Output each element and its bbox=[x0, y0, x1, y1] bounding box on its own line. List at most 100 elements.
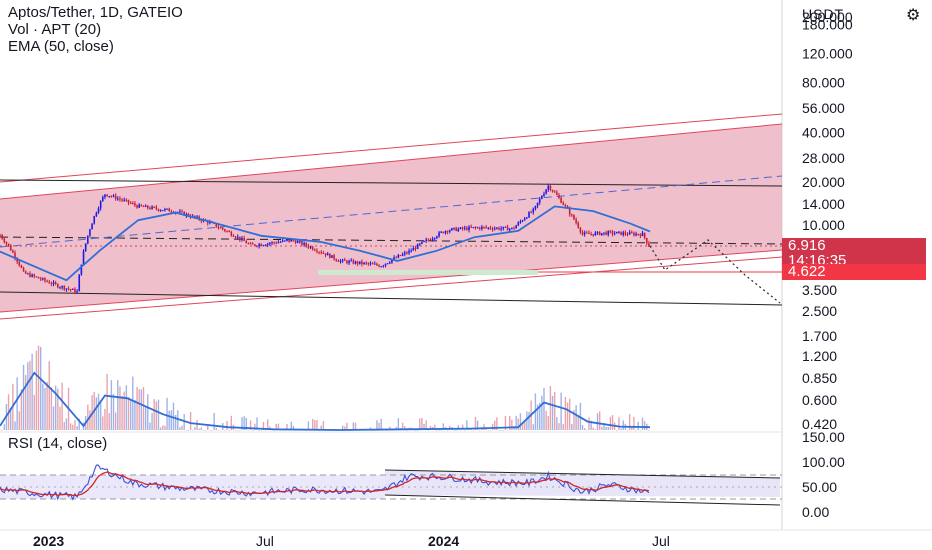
volume-tick-label: 1.200 bbox=[802, 348, 837, 364]
candle-body bbox=[281, 240, 284, 242]
candle-body bbox=[440, 231, 442, 233]
volume-ma-line bbox=[0, 371, 651, 431]
currency-label[interactable]: USDT bbox=[802, 6, 845, 22]
volume-bar bbox=[496, 417, 498, 430]
candle-body bbox=[637, 233, 640, 235]
candle-body bbox=[532, 208, 535, 213]
volume-bar bbox=[3, 424, 5, 430]
volume-bar bbox=[517, 418, 519, 430]
volume-bar bbox=[99, 400, 102, 430]
time-tick-label: Jul bbox=[256, 533, 274, 549]
volume-bar bbox=[108, 412, 110, 430]
volume-bar bbox=[562, 424, 564, 430]
volume-bar bbox=[125, 385, 128, 430]
candle-body bbox=[157, 209, 160, 211]
volume-bar bbox=[224, 430, 226, 431]
candle-body bbox=[406, 252, 408, 254]
ema-legend[interactable]: EMA (50, close) bbox=[8, 38, 114, 55]
volume-bar bbox=[155, 401, 158, 430]
volume-bar bbox=[643, 421, 646, 430]
candle-body bbox=[626, 234, 629, 236]
candle-body bbox=[14, 252, 16, 259]
volume-bar bbox=[436, 430, 438, 431]
volume-bar bbox=[140, 389, 143, 430]
candle-body bbox=[367, 263, 370, 265]
candle-body bbox=[67, 288, 70, 290]
candle-body bbox=[93, 216, 96, 224]
candle-body bbox=[46, 280, 48, 282]
volume-bar bbox=[241, 417, 243, 430]
volume-bar bbox=[547, 416, 549, 430]
rsi-tick-label: 100.00 bbox=[802, 454, 845, 470]
rsi-ma-line bbox=[0, 471, 650, 497]
volume-bar bbox=[110, 380, 113, 430]
volume-bar bbox=[202, 430, 205, 431]
volume-bar bbox=[551, 395, 554, 430]
volume-bar bbox=[416, 430, 419, 431]
rsi-tick-label: 150.00 bbox=[802, 429, 845, 445]
candle-body bbox=[571, 214, 573, 216]
candle-body bbox=[309, 246, 312, 248]
volume-bar bbox=[631, 427, 633, 430]
candle-body bbox=[395, 257, 398, 259]
candle-body bbox=[534, 205, 537, 209]
candle-body bbox=[256, 245, 258, 247]
gear-icon[interactable]: ⚙ bbox=[906, 7, 921, 24]
price-tick-label: 120.000 bbox=[802, 46, 853, 62]
volume-bar bbox=[509, 416, 511, 430]
channel-outer-bottom bbox=[0, 256, 783, 320]
symbol-legend[interactable]: Aptos/Tether, 1D, GATEIO bbox=[8, 4, 183, 21]
candle-body bbox=[3, 238, 6, 243]
horizontal-resistance-line bbox=[0, 179, 783, 187]
volume-bar bbox=[189, 411, 192, 430]
volume-bar bbox=[157, 399, 160, 430]
candle-body bbox=[271, 242, 273, 244]
volume-legend[interactable]: Vol · APT (20) bbox=[8, 21, 102, 38]
candle-body bbox=[228, 231, 230, 233]
volume-bar bbox=[74, 420, 76, 430]
candle-body bbox=[230, 231, 233, 236]
channel-top bbox=[0, 123, 783, 200]
candle-body bbox=[292, 239, 295, 241]
rsi-tick-label: 0.00 bbox=[802, 504, 829, 520]
candle-body bbox=[314, 249, 316, 251]
volume-bar bbox=[226, 421, 228, 430]
volume-bar bbox=[483, 424, 485, 430]
volume-bar bbox=[185, 430, 188, 431]
candle-body bbox=[476, 227, 479, 229]
volume-bar bbox=[322, 421, 325, 430]
volume-bar bbox=[72, 424, 74, 430]
volume-bar bbox=[560, 392, 562, 430]
volume-layer bbox=[0, 345, 651, 431]
volume-bar bbox=[54, 385, 57, 430]
volume-bar bbox=[16, 377, 18, 430]
candle-body bbox=[91, 223, 93, 230]
volume-bar bbox=[601, 426, 603, 430]
volume-bar bbox=[479, 430, 481, 431]
volume-bar bbox=[453, 430, 455, 431]
candle-body bbox=[129, 202, 132, 204]
rsi-legend[interactable]: RSI (14, close) bbox=[8, 435, 108, 452]
volume-bar bbox=[50, 387, 53, 430]
volume-bar bbox=[153, 399, 155, 430]
candle-body bbox=[468, 226, 470, 230]
volume-bar bbox=[112, 393, 115, 430]
volume-bar bbox=[354, 422, 357, 430]
volume-bar bbox=[539, 402, 541, 430]
candle-body bbox=[382, 265, 385, 267]
volume-bar bbox=[239, 430, 241, 431]
candle-body bbox=[164, 208, 166, 211]
candle-body bbox=[339, 260, 342, 262]
candle-body bbox=[543, 193, 545, 197]
candle-body bbox=[378, 265, 380, 267]
volume-bar bbox=[104, 408, 106, 430]
candle-body bbox=[541, 196, 543, 199]
candle-body bbox=[33, 274, 36, 277]
candle-body bbox=[20, 265, 23, 268]
volume-bar bbox=[553, 391, 556, 430]
volume-bar bbox=[423, 423, 425, 430]
time-tick-label: Jul bbox=[652, 533, 670, 549]
candle-body bbox=[104, 194, 106, 198]
volume-bar bbox=[78, 418, 80, 430]
